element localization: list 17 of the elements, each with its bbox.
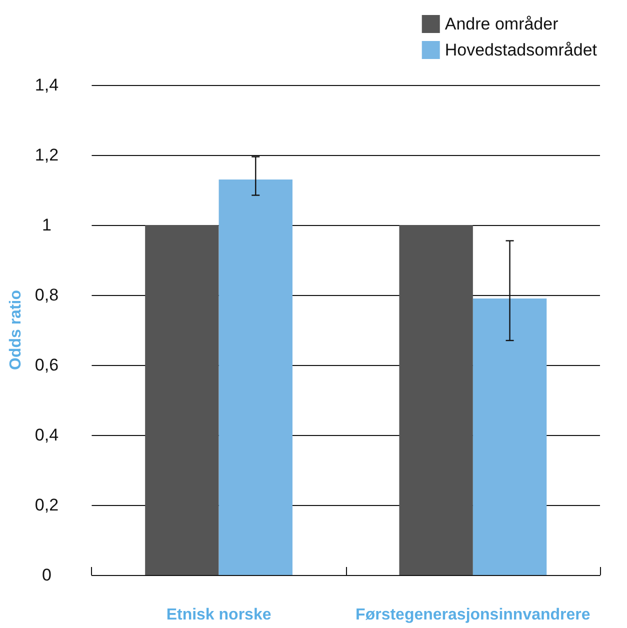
y-tick-label: 0,4 (34, 426, 59, 444)
y-tick-label: 0,2 (34, 496, 59, 514)
x-tick-label: Førstegenerasjonsinnvandrere (356, 606, 590, 624)
legend-label: Hovedstadsområdet (444, 40, 598, 60)
legend-label: Andre områder (444, 14, 559, 34)
bar (399, 225, 473, 575)
bar (472, 298, 547, 575)
y-tick-label: 0,8 (34, 286, 59, 304)
y-tick-label: 0,6 (34, 356, 59, 374)
x-tick-label: Etnisk norske (166, 606, 272, 624)
y-axis-title: Odds ratio (8, 290, 24, 370)
y-tick-label: 1,4 (34, 76, 59, 94)
y-tick-label: 0 (42, 566, 52, 584)
bar (145, 225, 219, 575)
y-tick-label: 1 (42, 216, 52, 234)
bar (218, 180, 292, 575)
y-tick-label: 1,2 (34, 146, 59, 164)
